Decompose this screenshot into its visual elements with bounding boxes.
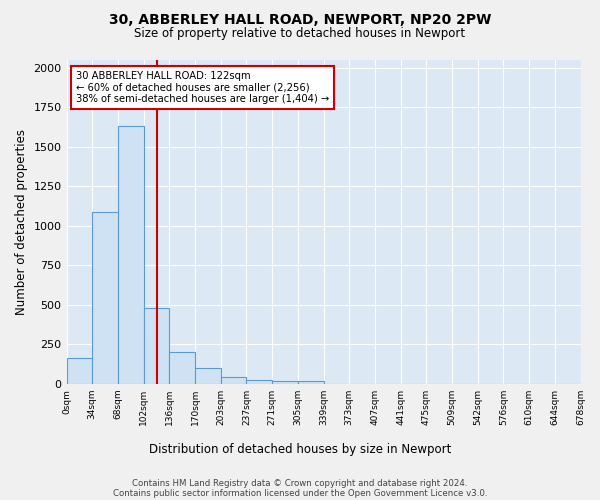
Bar [92,212,118,384]
Text: Size of property relative to detached houses in Newport: Size of property relative to detached ho… [134,28,466,40]
Bar [298,382,323,384]
Bar [247,380,272,384]
Bar [272,380,298,384]
Text: Contains public sector information licensed under the Open Government Licence v3: Contains public sector information licen… [113,490,487,498]
Bar [143,308,169,384]
Bar [221,378,247,384]
Bar [118,126,143,384]
Y-axis label: Number of detached properties: Number of detached properties [15,129,28,315]
Text: Distribution of detached houses by size in Newport: Distribution of detached houses by size … [149,444,451,456]
Bar [195,368,221,384]
Text: 30 ABBERLEY HALL ROAD: 122sqm
← 60% of detached houses are smaller (2,256)
38% o: 30 ABBERLEY HALL ROAD: 122sqm ← 60% of d… [76,71,329,104]
Text: Contains HM Land Registry data © Crown copyright and database right 2024.: Contains HM Land Registry data © Crown c… [132,479,468,488]
Bar [67,358,92,384]
Text: 30, ABBERLEY HALL ROAD, NEWPORT, NP20 2PW: 30, ABBERLEY HALL ROAD, NEWPORT, NP20 2P… [109,12,491,26]
Bar [169,352,195,384]
